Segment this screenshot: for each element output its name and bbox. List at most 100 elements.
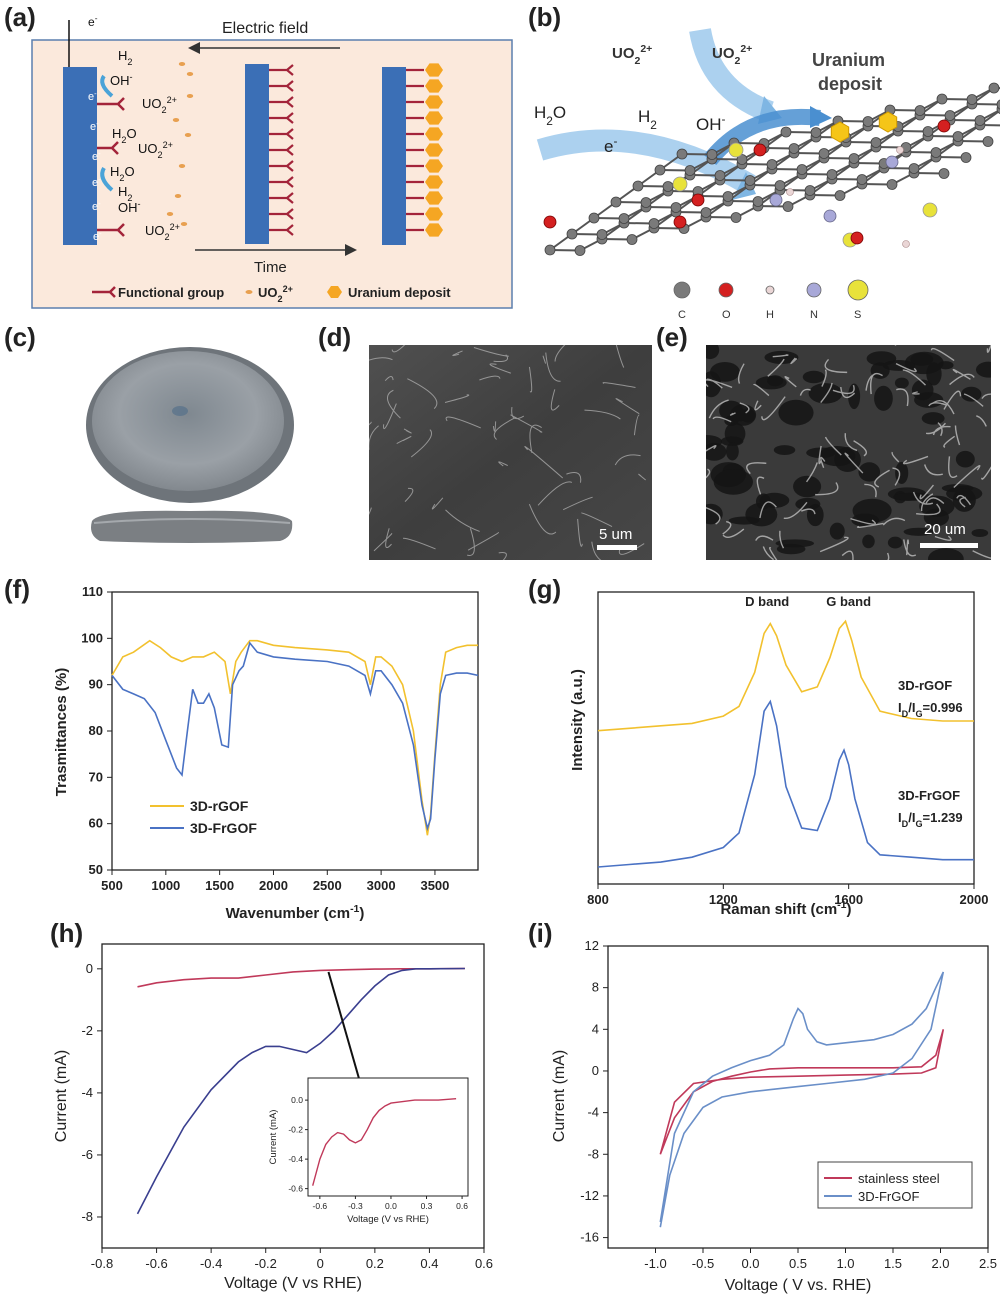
oh-label-1: OH-	[110, 72, 133, 88]
uranium-deposit-hex	[425, 63, 443, 77]
oxygen-atom	[937, 119, 951, 133]
pore-wall	[882, 517, 906, 526]
carbon-atom	[938, 168, 950, 179]
uo2-ion	[178, 164, 186, 168]
pore-wall	[949, 373, 975, 386]
legend-uranium-symbol	[327, 286, 342, 298]
wrinkle	[498, 461, 509, 467]
pore	[874, 385, 893, 411]
atom-legend-marker	[847, 279, 869, 301]
pore-wall	[919, 484, 935, 500]
pore-wall	[844, 452, 864, 474]
atom-legend-marker	[718, 282, 734, 298]
carbon-atom	[676, 148, 688, 160]
x-tick-label: -0.6	[145, 1256, 167, 1271]
carbon-atom	[566, 228, 578, 240]
uranium-deposit-hex	[425, 207, 443, 221]
wrinkle	[510, 414, 543, 433]
y-tick-label: 110	[82, 584, 103, 599]
time-arrowhead	[345, 244, 357, 256]
wrinkle	[489, 363, 512, 374]
pore	[911, 379, 934, 401]
uranium-deposit-hex	[425, 159, 443, 173]
functional-group	[269, 80, 294, 92]
panel-label-c: (c)	[4, 322, 36, 352]
panel-label-i: (i)	[528, 918, 553, 948]
pore-wall	[820, 382, 833, 403]
carbon-atom	[944, 110, 956, 121]
y-tick-label: -16	[580, 1230, 599, 1245]
pore	[808, 383, 843, 404]
carbon-atom	[744, 175, 756, 186]
carbon-atom	[930, 147, 942, 158]
carbon-atom	[648, 218, 660, 229]
pore	[893, 492, 933, 501]
carbon-atom	[974, 115, 986, 126]
wrinkle	[369, 507, 372, 516]
pore-wall	[832, 384, 855, 395]
carbon-atom	[610, 196, 622, 208]
functional-group-left-3	[97, 223, 125, 237]
uranium-deposit-hex	[425, 223, 443, 237]
disc-side-highlight	[93, 518, 291, 524]
pore-wall	[903, 539, 917, 557]
pore-wall	[772, 354, 789, 358]
electron-top: e-	[88, 13, 98, 29]
panel-label-d: (d)	[318, 322, 352, 352]
electron-label-b: e-	[604, 134, 617, 156]
disc-side-view	[91, 510, 293, 543]
sem-image-d: 5 um	[369, 345, 652, 560]
x-tick-label: 1000	[151, 878, 180, 893]
wrinkle	[369, 425, 379, 450]
pore	[955, 450, 975, 468]
pore-wall	[892, 467, 901, 486]
inset-x-tick-label: 0.6	[456, 1201, 468, 1211]
pore-wall	[923, 464, 943, 476]
y-tick-label: -8	[81, 1209, 93, 1224]
pore-wall	[857, 522, 884, 528]
inset-x-tick-label: 0.3	[421, 1201, 433, 1211]
inset-y-tick-label: -0.6	[288, 1184, 303, 1194]
series-annotation-name: 3D-FrGOF	[898, 788, 960, 803]
atom-legend-label: S	[854, 309, 861, 320]
panel-label-a: (a)	[4, 2, 36, 32]
y-tick-label: 8	[592, 980, 599, 995]
plot-frame	[101, 943, 485, 1249]
pore	[975, 361, 991, 378]
uranium-deposit-hex	[830, 121, 850, 143]
x-tick-label: -0.8	[91, 1256, 113, 1271]
pore-wall	[820, 456, 826, 468]
carbon-atom	[574, 245, 586, 256]
pore-wall	[722, 520, 732, 535]
carbon-atom	[654, 164, 666, 176]
pore-wall	[706, 445, 717, 452]
uo2-ion	[180, 222, 188, 226]
y-tick-label: -12	[580, 1188, 599, 1203]
pore	[952, 488, 976, 512]
y-tick-label: 12	[585, 938, 599, 953]
pore-wall	[886, 552, 890, 560]
series-line-stainless-steel	[659, 1029, 945, 1155]
wrinkle	[591, 541, 602, 560]
x-tick-label: 1.0	[836, 1256, 854, 1271]
pore	[773, 445, 796, 455]
carbon-atom	[804, 185, 816, 196]
electrode-2	[245, 64, 269, 244]
x-tick-label: 0.2	[366, 1256, 384, 1271]
x-tick-label: 2.0	[931, 1256, 949, 1271]
carbon-atom	[670, 202, 682, 213]
inset-y-tick-label: -0.4	[288, 1154, 303, 1164]
pore-wall	[784, 376, 797, 388]
functional-group-left-1	[97, 97, 125, 111]
inset-y-axis-label: Current (mA)	[268, 1110, 279, 1165]
uo2-flow-arrow	[689, 27, 775, 123]
pore-wall	[821, 369, 827, 387]
carbon-atom	[714, 170, 726, 181]
wrinkle	[403, 428, 412, 434]
legend-label: stainless steel	[858, 1171, 940, 1186]
pore-wall	[976, 415, 987, 427]
pore	[713, 469, 753, 495]
pore-wall	[937, 422, 943, 437]
functional-group	[269, 176, 294, 188]
electron-symbol: e-	[92, 199, 101, 214]
